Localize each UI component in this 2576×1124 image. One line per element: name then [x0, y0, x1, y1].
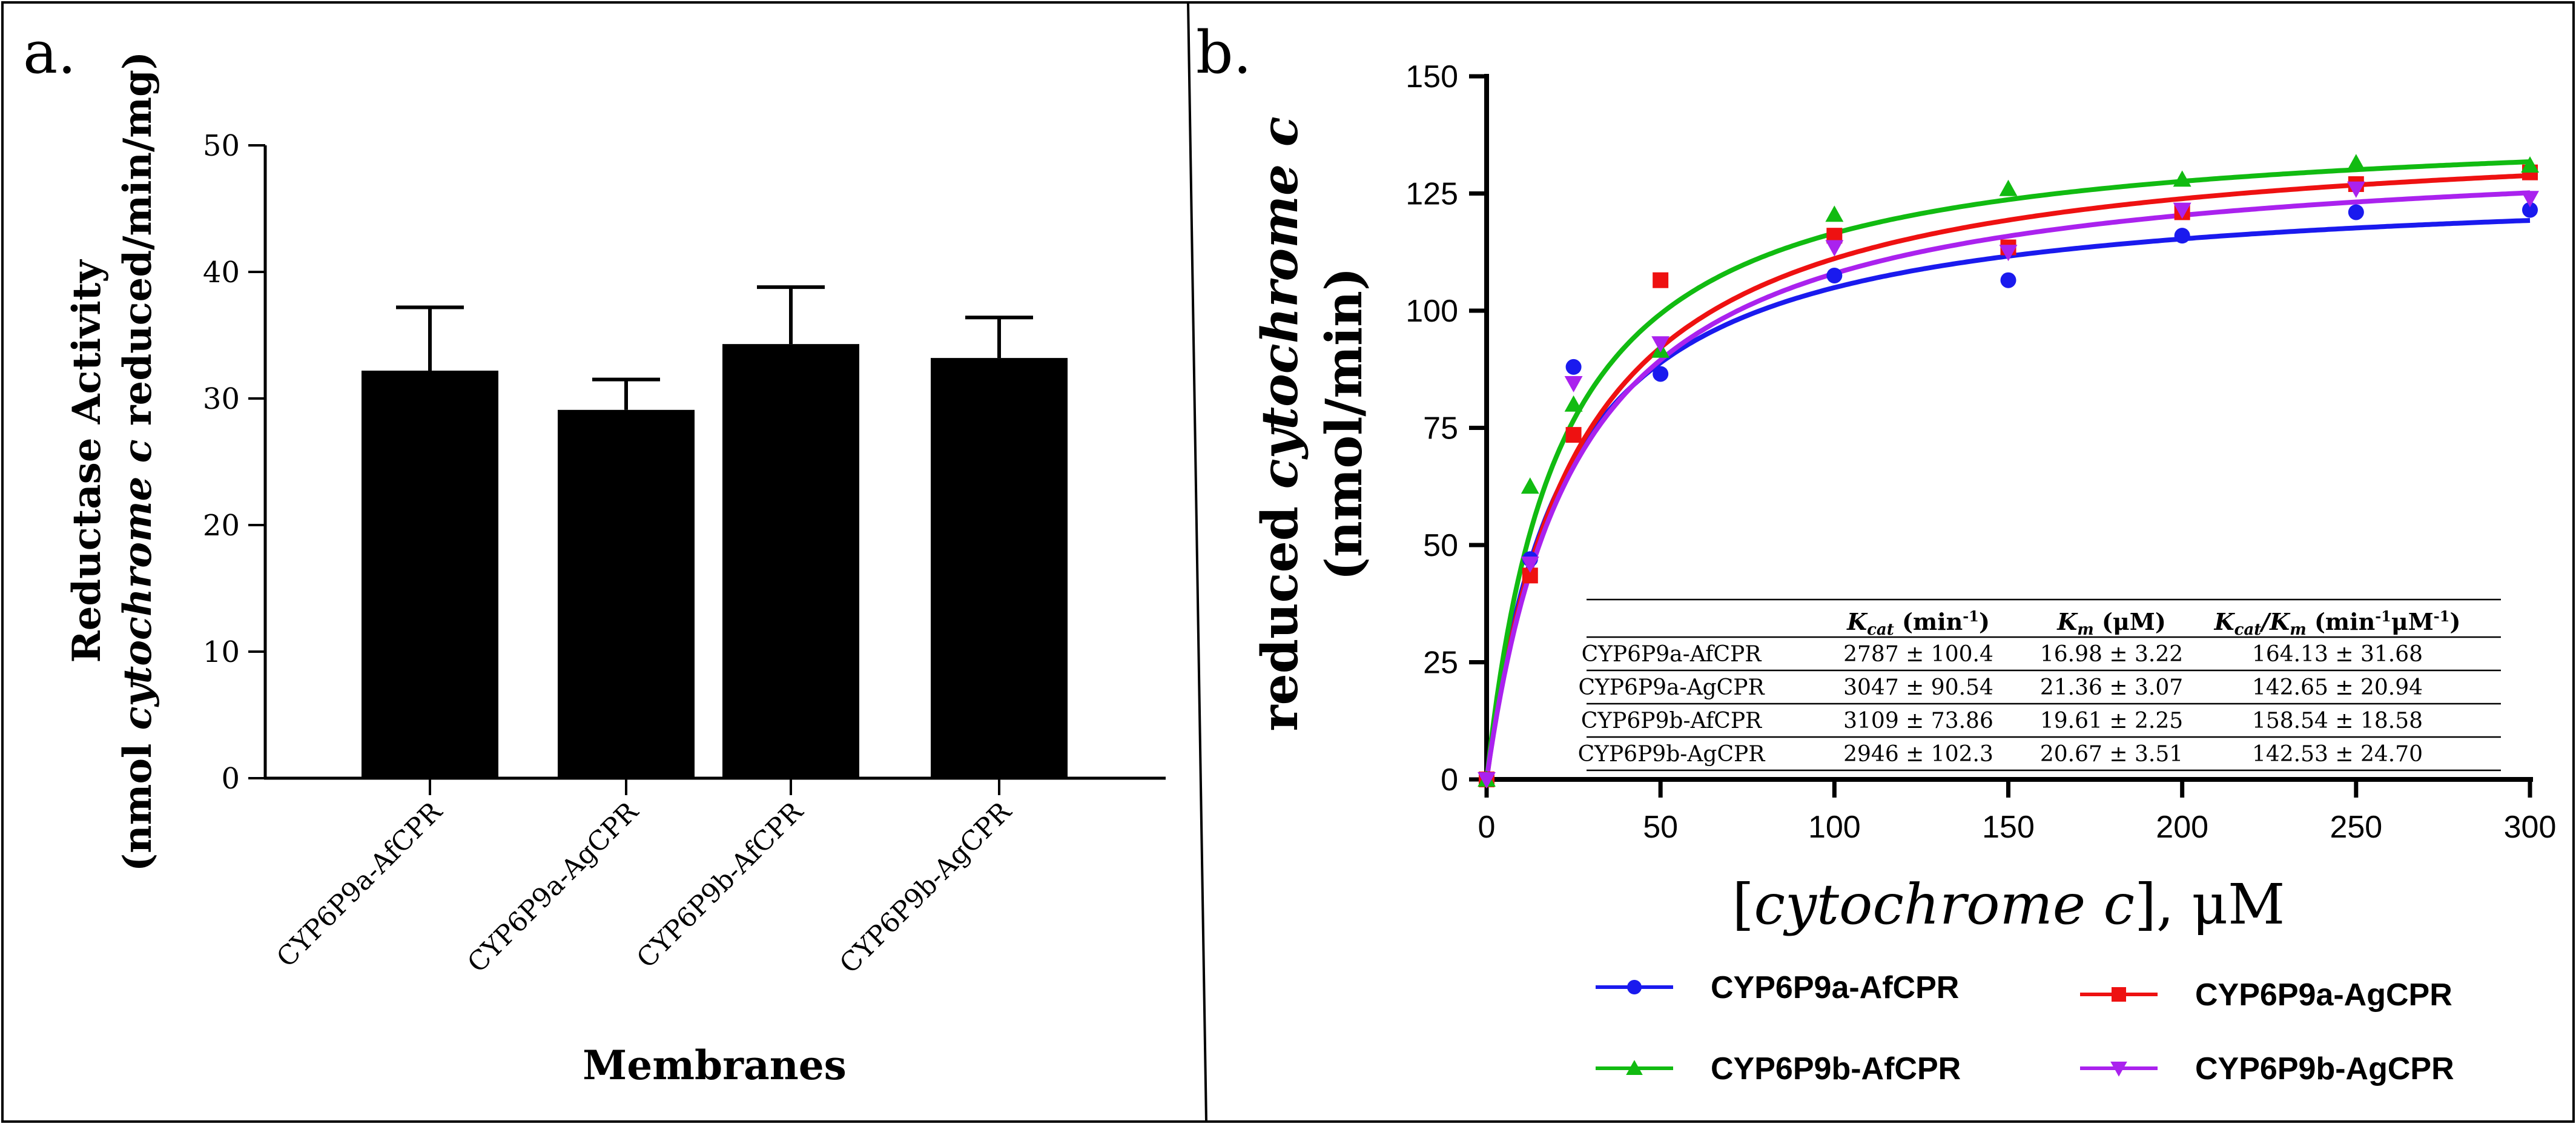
data-point-cyp6p9b-afcpr	[2521, 156, 2539, 173]
table-cell: 16.98 ± 3.22	[2040, 642, 2183, 667]
legend-marker	[2112, 987, 2126, 1002]
panel-divider	[1187, 2, 1207, 1122]
bar-y-tick-label: 20	[203, 509, 240, 543]
kin-x-tick-label: 150	[1982, 810, 2035, 845]
table-cell: 164.13 ± 31.68	[2252, 642, 2423, 667]
kinetics-chart: 0 25 50 75 100 125 150 0 50 100 150 200 250 300 redu…	[1251, 59, 2556, 1086]
table-row-label: CYP6P9a-AgCPR	[1578, 675, 1765, 700]
kin-y-tick-label: 150	[1405, 59, 1458, 94]
legend: CYP6P9a-AfCPR CYP6P9a-AgCPR CYP6P9b-AfCPR C…	[1596, 970, 2454, 1086]
kin-y-tick-label: 75	[1423, 411, 1458, 446]
data-point-cyp6p9a-afcpr	[2522, 202, 2538, 218]
kin-x-tick-label: 50	[1643, 810, 1678, 845]
bar-x-title: Membranes	[583, 1042, 847, 1089]
table-row-label: CYP6P9b-AgCPR	[1578, 742, 1766, 767]
table-row-label: CYP6P9b-AfCPR	[1581, 709, 1762, 733]
bar	[362, 371, 498, 778]
data-point-cyp6p9a-afcpr	[2000, 272, 2016, 288]
bar	[931, 358, 1068, 778]
table-cell: 142.65 ± 20.94	[2252, 675, 2423, 700]
kin-y-tick-label: 25	[1423, 646, 1458, 681]
table-cell: 21.36 ± 3.07	[2040, 675, 2183, 700]
legend-label: CYP6P9b-AgCPR	[2195, 1051, 2454, 1086]
legend-marker	[1627, 980, 1642, 994]
data-point-cyp6p9a-afcpr	[2348, 204, 2364, 220]
table-cell: 20.67 ± 3.51	[2040, 742, 2183, 767]
bar-category-label: CYP6P9a-AfCPR	[271, 795, 449, 973]
kin-x-tick-label: 0	[1478, 810, 1496, 845]
bar-y-tick-label: 0	[221, 762, 240, 796]
kin-y-title-line2: (nmol/min)	[1315, 267, 1373, 580]
bar-category-label: CYP6P9b-AfCPR	[631, 795, 810, 974]
table-cell: 3047 ± 90.54	[1843, 675, 1993, 700]
data-point-cyp6p9b-agcpr	[2521, 191, 2539, 208]
table-cell: 2787 ± 100.4	[1843, 642, 1993, 667]
legend-label: CYP6P9a-AgCPR	[2195, 977, 2452, 1013]
table-header-kcat-km: Kcat/Km (min-1μM-1)	[2214, 607, 2461, 639]
legend-label: CYP6P9a-AfCPR	[1711, 970, 1959, 1005]
table-cell: 2946 ± 102.3	[1843, 742, 1993, 767]
kin-x-tick-label: 200	[2156, 810, 2208, 845]
legend-marker	[2110, 1061, 2127, 1077]
data-point-cyp6p9b-agcpr	[1564, 376, 1583, 392]
kin-y-title-line1: reduced cytochrome c	[1251, 116, 1309, 731]
bar-category-label: CYP6P9a-AgCPR	[461, 795, 645, 979]
bar-y-tick-label: 30	[203, 382, 240, 416]
fit-curve-cyp6p9b-agcpr	[1484, 190, 2531, 780]
kinetics-table: Kcat (min-1) Km (μM) Kcat/Km (min-1μM-1)…	[1578, 598, 2501, 772]
data-point-cyp6p9b-agcpr	[2346, 181, 2365, 198]
data-point-cyp6p9b-agcpr	[1651, 336, 1670, 353]
table-header-kcat: Kcat (min-1)	[1846, 607, 1990, 639]
kin-y-tick-label: 50	[1423, 528, 1458, 563]
data-point-cyp6p9b-agcpr	[1999, 245, 2018, 262]
data-point-cyp6p9b-afcpr	[2173, 170, 2191, 187]
data-point-cyp6p9a-afcpr	[2174, 228, 2190, 244]
bar-y-tick-label: 40	[203, 256, 240, 289]
data-point-cyp6p9b-agcpr	[1478, 772, 1496, 788]
bar	[722, 344, 859, 778]
bar-y-tick-label: 10	[203, 635, 240, 669]
data-point-cyp6p9a-afcpr	[1653, 366, 1669, 382]
kin-x-tick-label: 100	[1808, 810, 1861, 845]
kin-y-tick-label: 100	[1405, 294, 1458, 329]
data-point-cyp6p9b-afcpr	[1564, 395, 1583, 412]
kin-y-tick-label: 125	[1405, 177, 1458, 212]
legend-label: CYP6P9b-AfCPR	[1711, 1051, 1961, 1086]
panel-a-label: a.	[23, 19, 76, 87]
data-point-cyp6p9b-afcpr	[2346, 154, 2365, 171]
data-point-cyp6p9b-agcpr	[1521, 557, 1539, 573]
table-cell: 3109 ± 73.86	[1843, 709, 1993, 733]
table-cell: 19.61 ± 2.25	[2040, 709, 2183, 733]
table-header-km: Km (μM)	[2056, 608, 2166, 639]
data-point-cyp6p9b-afcpr	[1521, 477, 1539, 494]
legend-marker	[1626, 1060, 1643, 1076]
table-cell: 158.54 ± 18.58	[2252, 709, 2423, 733]
kin-y-tick-label: 0	[1441, 762, 1458, 798]
table-row-label: CYP6P9a-AfCPR	[1582, 642, 1762, 667]
data-point-cyp6p9a-afcpr	[1565, 359, 1582, 375]
data-point-cyp6p9b-afcpr	[1825, 205, 1844, 222]
bar-y-tick-label: 50	[203, 129, 240, 163]
data-point-cyp6p9b-agcpr	[2173, 202, 2191, 219]
data-point-cyp6p9b-agcpr	[1825, 240, 1844, 257]
bar-y-title-line1: Reductase Activity	[64, 259, 110, 663]
bar-y-title-line2: (nmol cytochrome c reduced/min/mg)	[115, 51, 160, 871]
bar	[558, 409, 695, 778]
data-point-cyp6p9b-afcpr	[1999, 179, 2018, 196]
data-point-cyp6p9a-agcpr	[1565, 427, 1582, 443]
kin-x-tick-label: 300	[2504, 810, 2557, 845]
kin-x-title: [cytochrome c], μM	[1732, 872, 2285, 937]
table-cell: 142.53 ± 24.70	[2252, 742, 2423, 767]
panel-b-label: b.	[1196, 19, 1252, 87]
data-point-cyp6p9a-afcpr	[1826, 267, 1843, 283]
data-point-cyp6p9a-agcpr	[1653, 272, 1669, 288]
kin-x-tick-label: 250	[2330, 810, 2382, 845]
bar-category-label: CYP6P9b-AgCPR	[834, 795, 1018, 979]
